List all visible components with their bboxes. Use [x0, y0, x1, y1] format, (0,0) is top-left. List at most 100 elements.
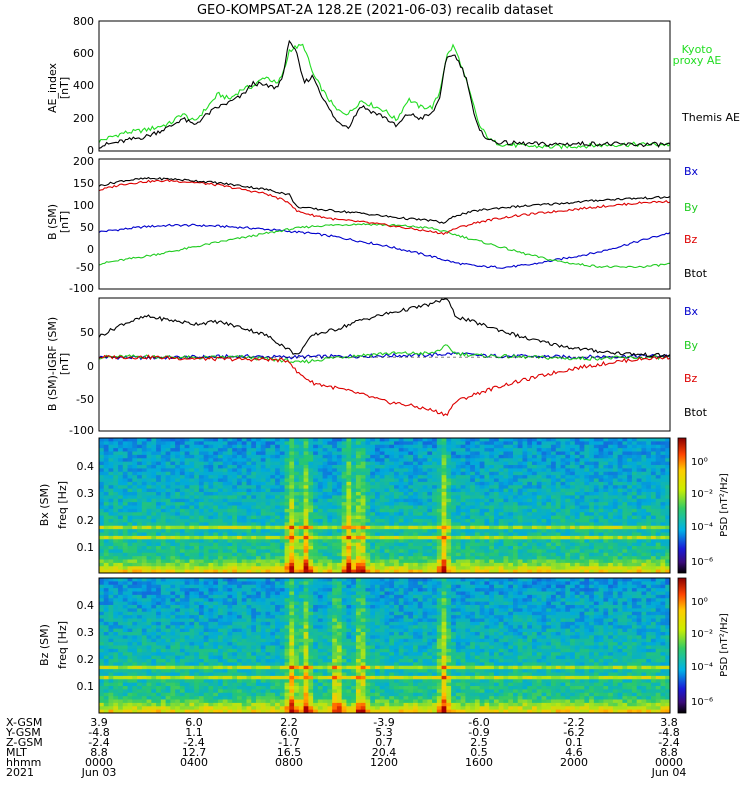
spectrogram-cell — [379, 448, 385, 452]
spectrogram-cell — [417, 562, 423, 567]
spectrogram-cell — [617, 492, 623, 496]
spectrogram-cell — [479, 569, 485, 574]
spectrogram-cell — [141, 512, 147, 517]
spectrogram-cell — [512, 515, 519, 520]
spectrogram-cell — [446, 441, 452, 446]
spectrogram-cell — [351, 471, 357, 476]
spectrogram-cell — [589, 519, 595, 523]
spectrogram-cell — [313, 468, 319, 473]
spectrogram-cell — [170, 505, 176, 510]
spectrogram-cell — [470, 475, 476, 479]
spectrogram-cell — [113, 458, 119, 463]
spectrogram-cell — [427, 542, 433, 547]
spectrogram-cell — [294, 529, 300, 533]
spectrogram-cell — [622, 535, 628, 540]
spectrogram-cell — [498, 502, 504, 506]
spectrogram-cell — [332, 559, 338, 564]
spectrogram-cell — [108, 471, 114, 476]
spectrogram-cell — [260, 454, 266, 459]
spectrogram-cell — [574, 465, 580, 469]
spectrogram-cell — [156, 451, 162, 456]
spectrogram-cell — [132, 535, 138, 540]
spectrogram-cell — [660, 461, 666, 466]
spectrogram-cell — [484, 492, 490, 496]
spectrogram-cell — [298, 451, 305, 456]
spectrogram-cell — [379, 559, 385, 564]
spectrogram-cell — [108, 468, 114, 473]
spectrogram-cell — [127, 559, 133, 564]
spectrogram-cell — [541, 535, 547, 540]
spectrogram-cell — [603, 454, 609, 459]
spectrogram-cell — [503, 468, 509, 473]
spectrogram-cell — [246, 481, 252, 486]
spectrogram-cell — [222, 444, 228, 449]
spectrogram-cell — [132, 468, 138, 473]
spectrogram-cell — [113, 441, 119, 446]
spectrogram-cell — [265, 461, 271, 466]
spectrogram-cell — [541, 546, 547, 550]
spectrogram-cell — [551, 458, 557, 463]
spectrogram-cell — [146, 478, 152, 483]
spectrogram-cell — [574, 508, 580, 513]
spectrogram-cell — [465, 495, 471, 500]
spectrogram-cell — [503, 438, 509, 442]
spectrogram-cell — [627, 492, 633, 496]
spectrogram-cell — [398, 481, 404, 486]
spectrogram-cell — [332, 566, 338, 571]
spectrogram-cell — [189, 552, 195, 557]
spectrogram-cell — [346, 444, 352, 449]
spectrogram-cell — [303, 559, 309, 564]
spectrogram-cell — [327, 525, 333, 530]
spectrogram-cell — [327, 539, 333, 544]
spectrogram-cell — [608, 444, 614, 449]
spectrogram-cell — [108, 625, 114, 630]
spectrogram-cell — [156, 562, 162, 567]
spectrogram-cell — [208, 448, 214, 452]
spectrogram-cell — [650, 519, 657, 523]
spectrogram-cell — [146, 448, 152, 452]
spectrogram-cell — [498, 444, 504, 449]
spectrogram-cell — [565, 471, 571, 476]
spectrogram-cell — [351, 488, 357, 493]
spectrogram-cell — [179, 475, 186, 479]
spectrogram-cell — [389, 562, 395, 567]
spectrogram-cell — [303, 508, 309, 513]
spectrogram-cell — [241, 444, 247, 449]
spectrogram-cell — [584, 519, 590, 523]
spectrogram-cell — [146, 454, 152, 459]
spectrogram-cell — [156, 485, 162, 490]
spectrogram-cell — [532, 454, 538, 459]
spectrogram-cell — [341, 535, 347, 540]
spectrogram-cell — [608, 525, 614, 530]
spectrogram-cell — [422, 512, 428, 517]
spectrogram-cell — [317, 441, 324, 446]
spectrogram-cell — [517, 441, 523, 446]
spectrogram-cell — [141, 454, 147, 459]
spectrogram-cell — [232, 512, 238, 517]
spectrogram-cell — [598, 478, 604, 483]
spectrogram-cell — [146, 495, 152, 500]
spectrogram-cell — [612, 438, 619, 442]
spectrogram-cell — [317, 549, 324, 554]
spectrogram-cell — [555, 535, 561, 540]
spectrogram-cell — [655, 562, 661, 567]
spectrogram-cell — [536, 546, 542, 550]
spectrogram-cell — [222, 498, 228, 503]
spectrogram-cell — [256, 552, 262, 557]
spectrogram-cell — [265, 508, 271, 513]
spectrogram-cell — [294, 522, 300, 527]
spectrogram-cell — [384, 549, 390, 554]
spectrogram-cell — [498, 525, 504, 530]
spectrogram-cell — [118, 502, 124, 506]
spectrogram-cell — [622, 444, 628, 449]
spectrogram-cell — [394, 539, 400, 544]
spectrogram-cell — [99, 655, 105, 660]
spectrogram-cell — [536, 559, 542, 564]
spectrogram-cell — [384, 556, 390, 560]
spectrogram-cell — [146, 515, 152, 520]
spectrogram-cell — [284, 441, 290, 446]
spectrogram-cell — [317, 552, 324, 557]
spectrogram-cell — [403, 569, 409, 574]
spectrogram-cell — [175, 535, 181, 540]
spectrogram-cell — [584, 515, 590, 520]
